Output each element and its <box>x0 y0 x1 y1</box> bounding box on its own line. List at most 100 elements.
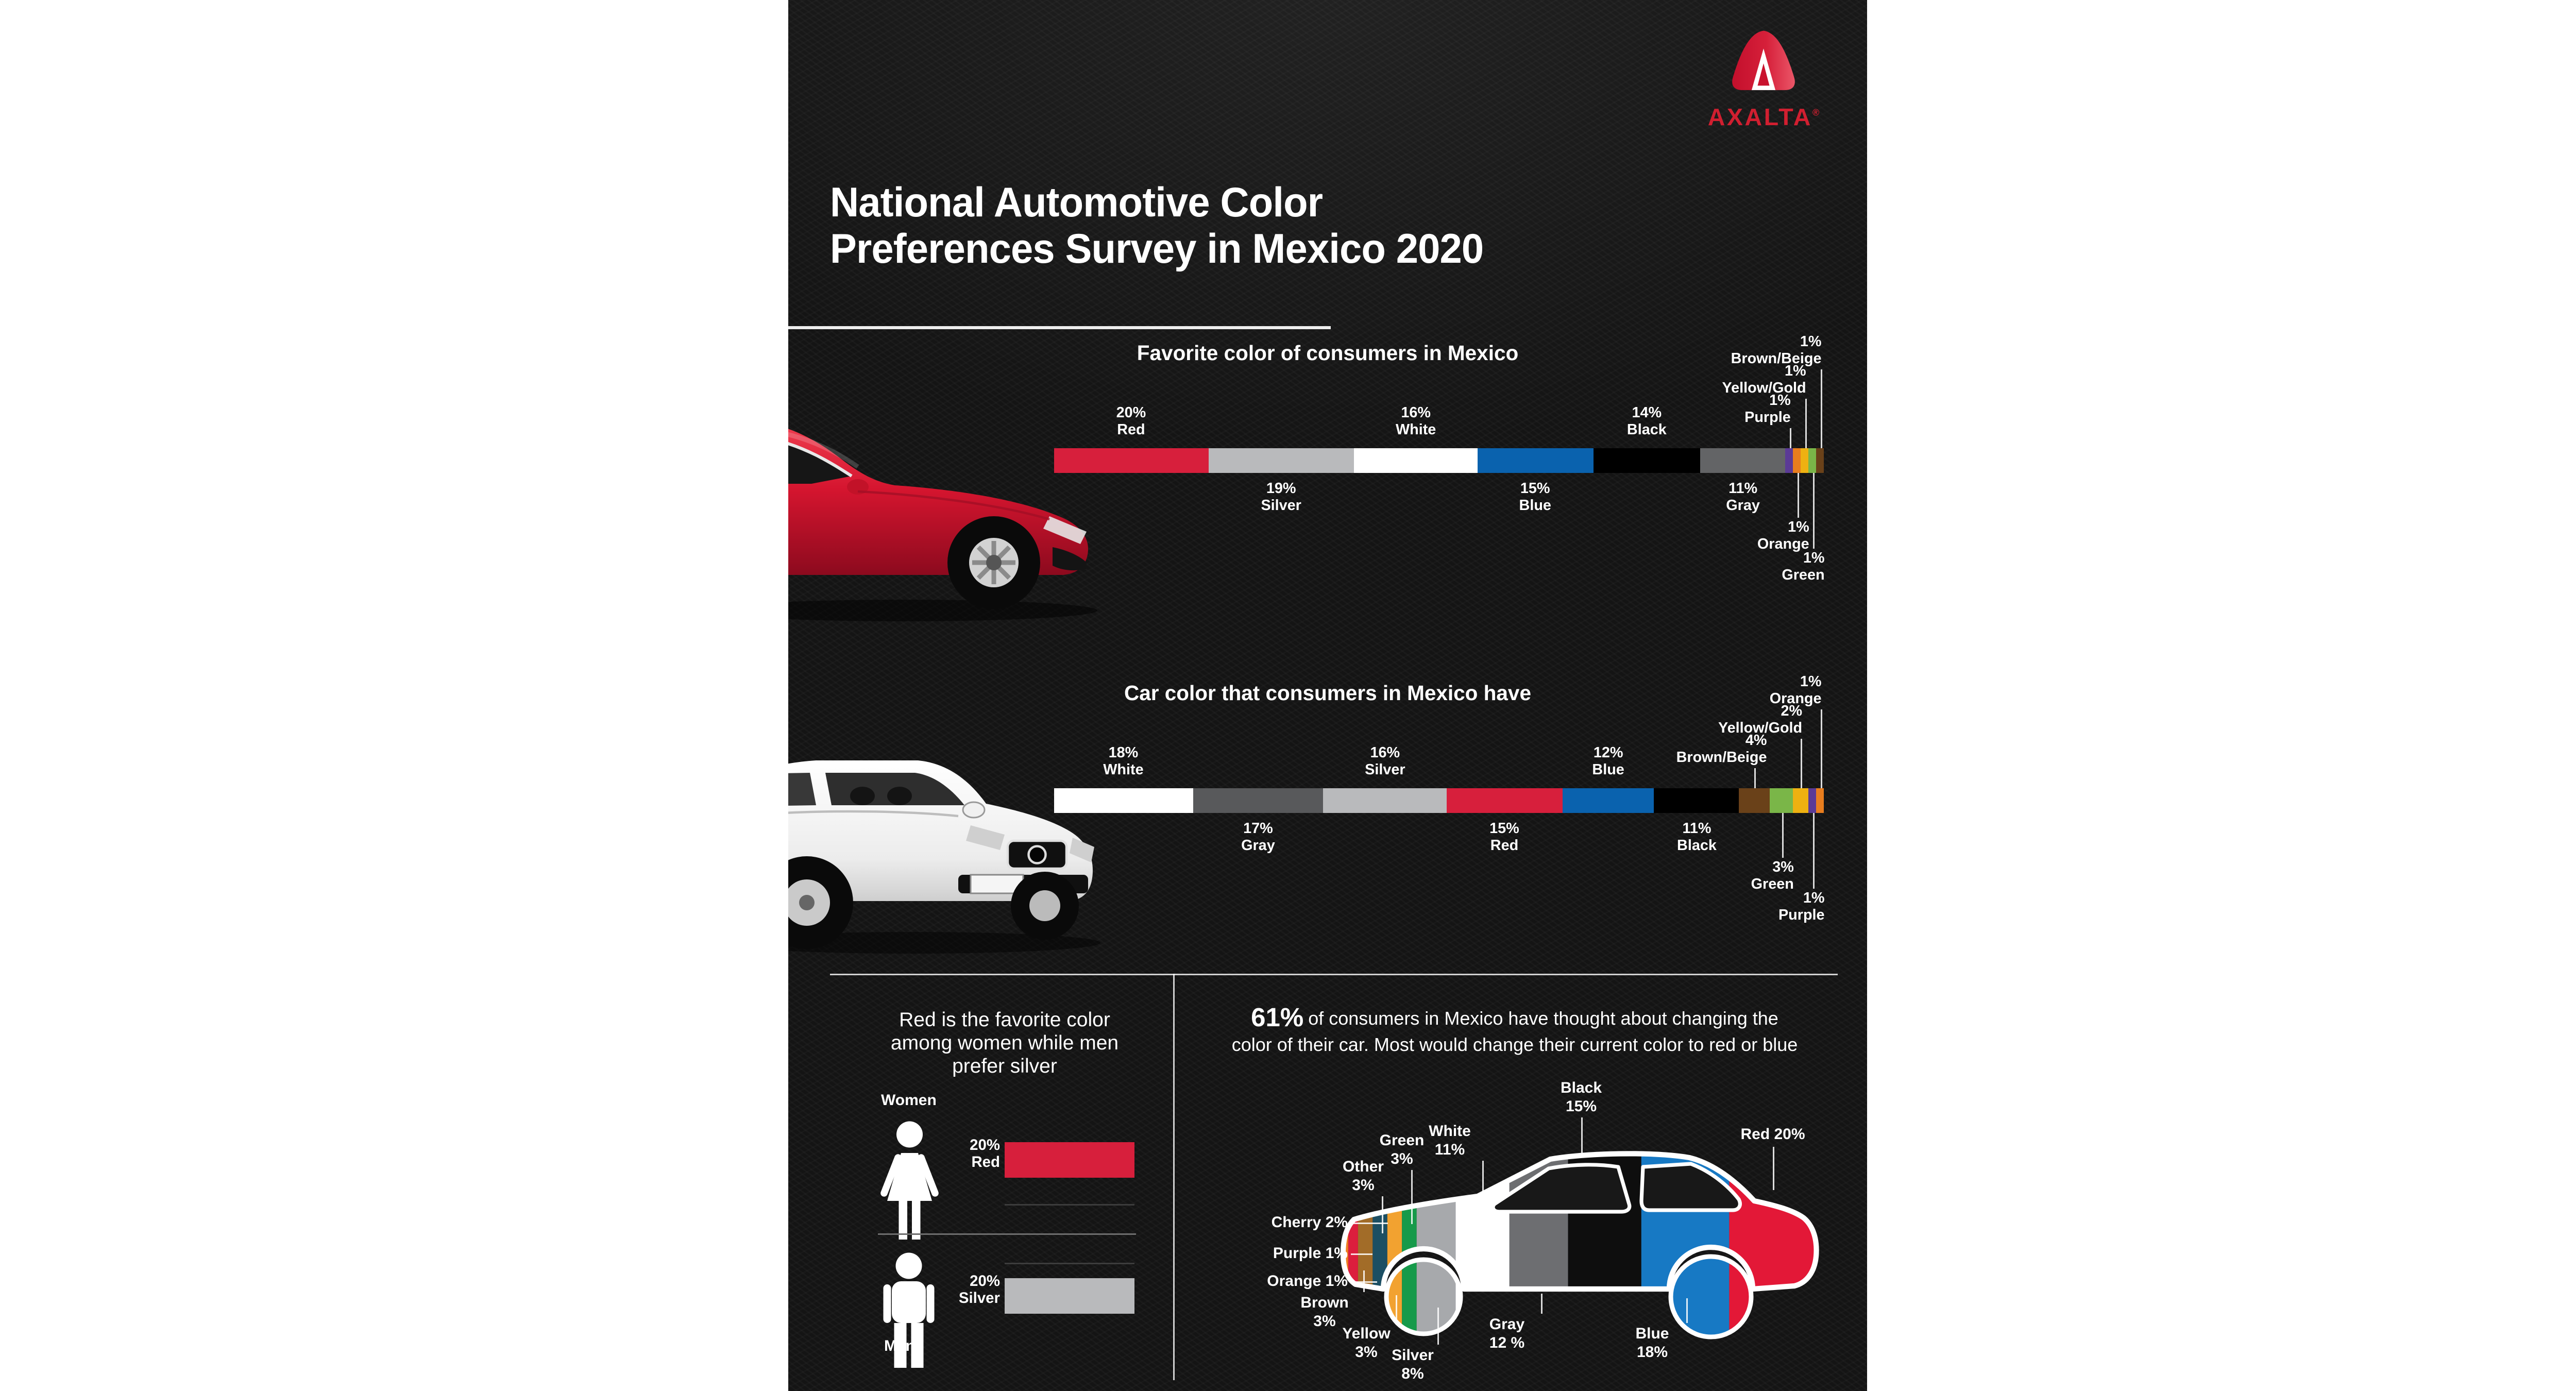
bar-segment-orange <box>1793 448 1801 473</box>
bar-segment-white <box>1354 448 1478 473</box>
car-leader-black <box>1581 1117 1583 1156</box>
bar-label-silver: 16% Silver <box>1277 745 1493 780</box>
red-car-image <box>788 429 1097 621</box>
white-car-image <box>788 760 1100 954</box>
page-title: National Automotive Color Preferences Su… <box>830 179 1484 272</box>
car-label-silver: Silver 8% <box>1320 1348 1505 1383</box>
infographic-panel: AXALTA® National Automotive Color Prefer… <box>788 0 1867 1391</box>
bar-label-blue-text: Blue <box>1519 497 1551 515</box>
bar-label-green-text: Green <box>1751 876 1794 893</box>
title-underline <box>788 326 1331 329</box>
bar-label-brown-beige: 4% Brown/Beige <box>1551 733 1767 768</box>
gender-divider <box>878 1233 1136 1235</box>
women-red-bar <box>1005 1142 1134 1178</box>
bar-label-green-text: 3% <box>1772 859 1794 876</box>
bar-segment-brown-beige <box>1739 788 1770 813</box>
bar-segment-red <box>1054 448 1208 473</box>
women-label: Women <box>881 1093 937 1110</box>
bar-label-purple-text: Purple <box>1778 907 1825 924</box>
women-bar-underline <box>1005 1204 1134 1206</box>
bar-label-red: 20% Red <box>1023 405 1239 440</box>
note-highlight: 61% <box>1251 1003 1304 1032</box>
bar-label-orange-text: 1% <box>1800 674 1822 691</box>
car-label-green-text: 3% <box>1391 1150 1413 1168</box>
leader-green <box>1781 813 1783 858</box>
bar-label-gray: 11% Gray <box>1635 481 1851 516</box>
bar-label-yellow-gold-text: Yellow/Gold <box>1722 380 1806 397</box>
bar-segment-red <box>1446 788 1562 813</box>
men-value-label: 20% Silver <box>876 1274 1000 1308</box>
bar-label-green: 3% Green <box>1578 859 1794 894</box>
bar-label-brown-beige-text: 4% <box>1745 733 1767 750</box>
bar-segment-green <box>1770 788 1793 813</box>
car-label-black-text: Black <box>1560 1080 1602 1097</box>
car-label-white-text: 11% <box>1434 1141 1465 1159</box>
women-pct: 20% <box>970 1138 1000 1155</box>
bar-label-yellow-gold-text: Yellow/Gold <box>1718 720 1803 737</box>
bar-segment-gray <box>1192 788 1324 813</box>
car-leader-red <box>1773 1147 1774 1190</box>
bar-segment-gray <box>1700 448 1786 473</box>
bar-label-red: 15% Red <box>1396 821 1613 856</box>
bar-label-white: 16% White <box>1308 405 1524 440</box>
leader-purple <box>1789 428 1791 448</box>
bar-label-gray-text: 11% <box>1728 481 1758 498</box>
bar-label-black-text: 11% <box>1682 821 1711 838</box>
woman-icon <box>880 1121 939 1240</box>
note-rest1: of consumers in Mexico have thought abou… <box>1308 1008 1778 1029</box>
car-label-cherry-text: Cherry 2% <box>1271 1215 1348 1232</box>
note-line1: 61% of consumers in Mexico have thought a… <box>1190 1005 1839 1032</box>
brand-name: AXALTA <box>1707 105 1813 131</box>
bar-label-silver-text: 16% <box>1370 745 1400 762</box>
bar-label-orange-text: Orange <box>1769 690 1822 708</box>
car-label-other-text: Other <box>1342 1159 1384 1176</box>
bar-segment-black <box>1592 448 1701 473</box>
bar-label-blue-text: 12% <box>1593 745 1623 762</box>
bar-label-brown-beige: 1% Brown/Beige <box>1605 334 1822 369</box>
bar-label-purple: 1% Purple <box>1608 891 1825 925</box>
car-leader-blue <box>1686 1298 1688 1323</box>
page-title-line1: National Automotive Color <box>830 179 1323 226</box>
leader-green <box>1812 473 1814 549</box>
bar-label-blue: 12% Blue <box>1500 745 1717 780</box>
leader-orange <box>1797 473 1799 518</box>
car-label-white: White 11% <box>1357 1124 1543 1159</box>
car-label-gray-text: Gray <box>1489 1317 1525 1334</box>
man-icon <box>883 1252 935 1368</box>
car-leader-brown <box>1363 1270 1365 1292</box>
leader-yellow-gold <box>1804 399 1806 448</box>
car-label-orange: Orange 1% <box>1162 1274 1348 1292</box>
bar-label-black: 14% Black <box>1538 405 1755 440</box>
car-label-white-text: White <box>1429 1124 1471 1141</box>
page-title-line2: Preferences Survey in Mexico 2020 <box>830 226 1484 272</box>
bar-segment-purple <box>1785 448 1793 473</box>
bar-label-silver: 19% Silver <box>1173 481 1389 516</box>
men-color: Silver <box>958 1291 1000 1308</box>
bar-segment-white <box>1054 788 1193 813</box>
bar-label-orange-text: Orange <box>1757 536 1809 553</box>
bar-label-purple-text: 1% <box>1769 393 1791 410</box>
bar-segment-silver <box>1208 448 1354 473</box>
bar-label-red-text: 15% <box>1489 821 1519 838</box>
car-label-brown-text: Brown <box>1300 1295 1349 1312</box>
bar-label-red-text: Red <box>1490 837 1519 855</box>
car-label-red-text: Red 20% <box>1740 1127 1805 1144</box>
bar-segment-blue <box>1477 448 1593 473</box>
car-label-purple: Purple 1% <box>1162 1246 1348 1264</box>
men-label: Men <box>884 1338 915 1355</box>
bar-label-brown-beige-text: Brown/Beige <box>1731 350 1822 368</box>
car-label-brown-text: 3% <box>1313 1313 1336 1330</box>
car-label-brown: Brown 3% <box>1232 1295 1417 1331</box>
bar-label-yellow-gold-text: 1% <box>1785 363 1806 380</box>
bar-segment-purple <box>1808 788 1816 813</box>
car-label-black-text: 15% <box>1565 1098 1597 1115</box>
bar-label-black-text: Black <box>1626 421 1667 439</box>
car-label-cherry: Cherry 2% <box>1162 1215 1348 1233</box>
bar-label-white-text: 18% <box>1108 745 1139 762</box>
bar-label-gray-text: 17% <box>1243 821 1273 838</box>
car-label-other-text: 3% <box>1352 1177 1375 1194</box>
car-leader-purple <box>1351 1253 1372 1255</box>
car-label-purple-text: Purple 1% <box>1273 1246 1348 1263</box>
bar-segment-black <box>1654 788 1739 813</box>
car-leader-green <box>1411 1170 1413 1224</box>
